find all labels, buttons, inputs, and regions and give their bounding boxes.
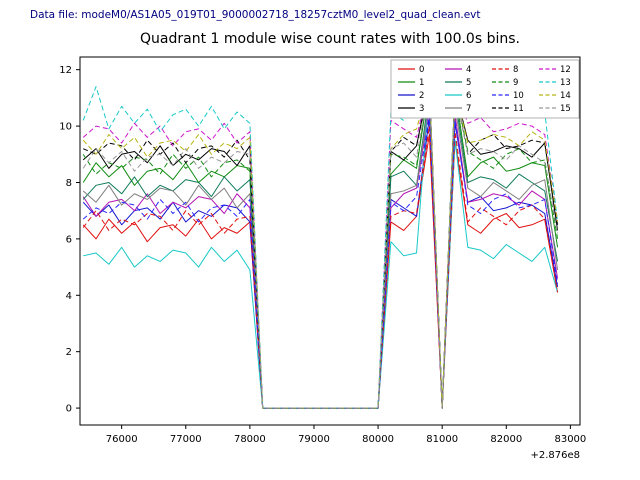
series-line-15 (82, 83, 559, 409)
legend-label-15: 15 (560, 104, 571, 114)
series-line-14 (82, 83, 559, 409)
legend-label-3: 3 (419, 104, 424, 114)
series-line-3 (82, 83, 559, 409)
y-tick-label: 2 (66, 347, 72, 358)
legend-label-13: 13 (560, 78, 571, 88)
x-tick-label: 78000 (234, 434, 266, 445)
x-tick-label: 80000 (362, 434, 394, 445)
legend-label-6: 6 (466, 91, 471, 101)
series-line-6 (83, 86, 559, 409)
datafile-label: Data file: modeM0/AS1A05_019T01_90000027… (30, 9, 481, 21)
legend-label-5: 5 (466, 78, 471, 88)
y-tick-label: 0 (66, 404, 72, 415)
legend-label-10: 10 (513, 91, 524, 101)
series-line-5 (82, 91, 559, 409)
y-tick-label: 4 (66, 291, 72, 302)
x-tick-label: 83000 (554, 434, 586, 445)
x-tick-label: 79000 (298, 434, 330, 445)
series-line-1 (82, 83, 559, 409)
legend-label-8: 8 (513, 65, 518, 75)
series-line-9 (82, 83, 559, 409)
series-line-10 (82, 114, 559, 409)
legend-label-0: 0 (419, 65, 424, 75)
series-line-12 (82, 83, 559, 409)
y-tick-label: 10 (59, 122, 72, 133)
x-tick-label: 77000 (170, 434, 202, 445)
x-tick-label: 76000 (106, 434, 138, 445)
legend-label-1: 1 (419, 78, 424, 88)
series-line-11 (83, 83, 559, 409)
series-line-8 (82, 125, 559, 409)
legend-label-14: 14 (560, 91, 571, 101)
legend-label-12: 12 (560, 65, 571, 75)
series-line-13 (82, 83, 559, 409)
y-tick-label: 6 (66, 234, 72, 245)
x-tick-label: 81000 (426, 434, 458, 445)
legend-label-9: 9 (513, 78, 518, 88)
chart-title: Quadrant 1 module wise count rates with … (140, 31, 520, 47)
legend-label-11: 11 (513, 104, 524, 114)
legend-label-4: 4 (466, 65, 471, 75)
x-tick-label: 82000 (490, 434, 522, 445)
series-line-2 (82, 117, 559, 409)
x-offset-label: +2.876e8 (530, 450, 580, 461)
legend-label-7: 7 (466, 104, 471, 114)
legend-label-2: 2 (419, 91, 424, 101)
y-tick-label: 8 (66, 178, 72, 189)
axes-frame (79, 56, 581, 426)
series-line-0 (82, 134, 559, 409)
y-tick-label: 12 (59, 65, 72, 76)
